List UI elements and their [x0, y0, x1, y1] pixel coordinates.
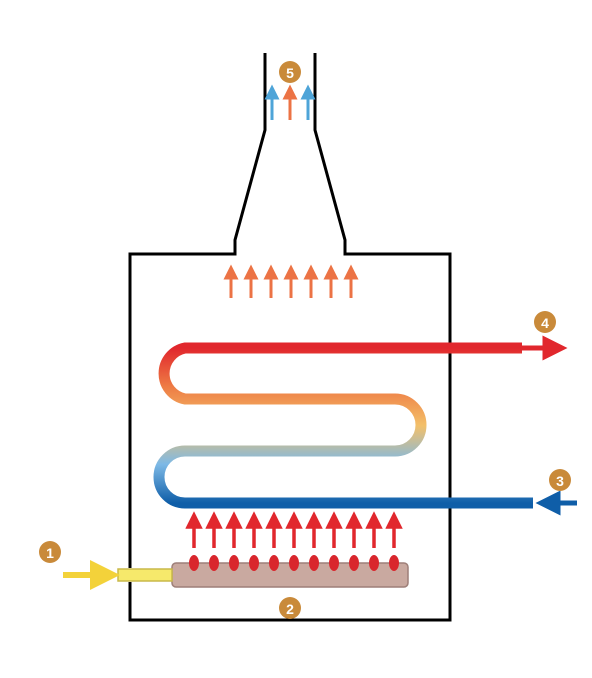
badge-label: 5 [286, 65, 294, 81]
badge-label: 4 [541, 315, 549, 331]
flame-icon [269, 555, 279, 571]
flame-icon [289, 555, 299, 571]
flame-icon [249, 555, 259, 571]
badge-2: 2 [279, 597, 301, 619]
flame-icon [389, 555, 399, 571]
vessel-outline [130, 53, 265, 568]
flame-icon [209, 555, 219, 571]
badge-label: 2 [286, 601, 294, 617]
badge-label: 1 [46, 545, 54, 561]
boiler-diagram: 1 2 3 4 5 [0, 0, 592, 678]
burner-inlet [118, 569, 172, 581]
flame-icon [309, 555, 319, 571]
flame-icon [349, 555, 359, 571]
heat-exchanger-coil [159, 348, 533, 503]
badge-3: 3 [549, 469, 571, 491]
vessel-outline [130, 53, 450, 620]
flame-icon [369, 555, 379, 571]
badge-4: 4 [534, 311, 556, 333]
flame-icon [329, 555, 339, 571]
badge-label: 3 [556, 473, 564, 489]
badge-5: 5 [279, 61, 301, 83]
flame-icon [189, 555, 199, 571]
badge-1: 1 [39, 541, 61, 563]
flame-icon [229, 555, 239, 571]
